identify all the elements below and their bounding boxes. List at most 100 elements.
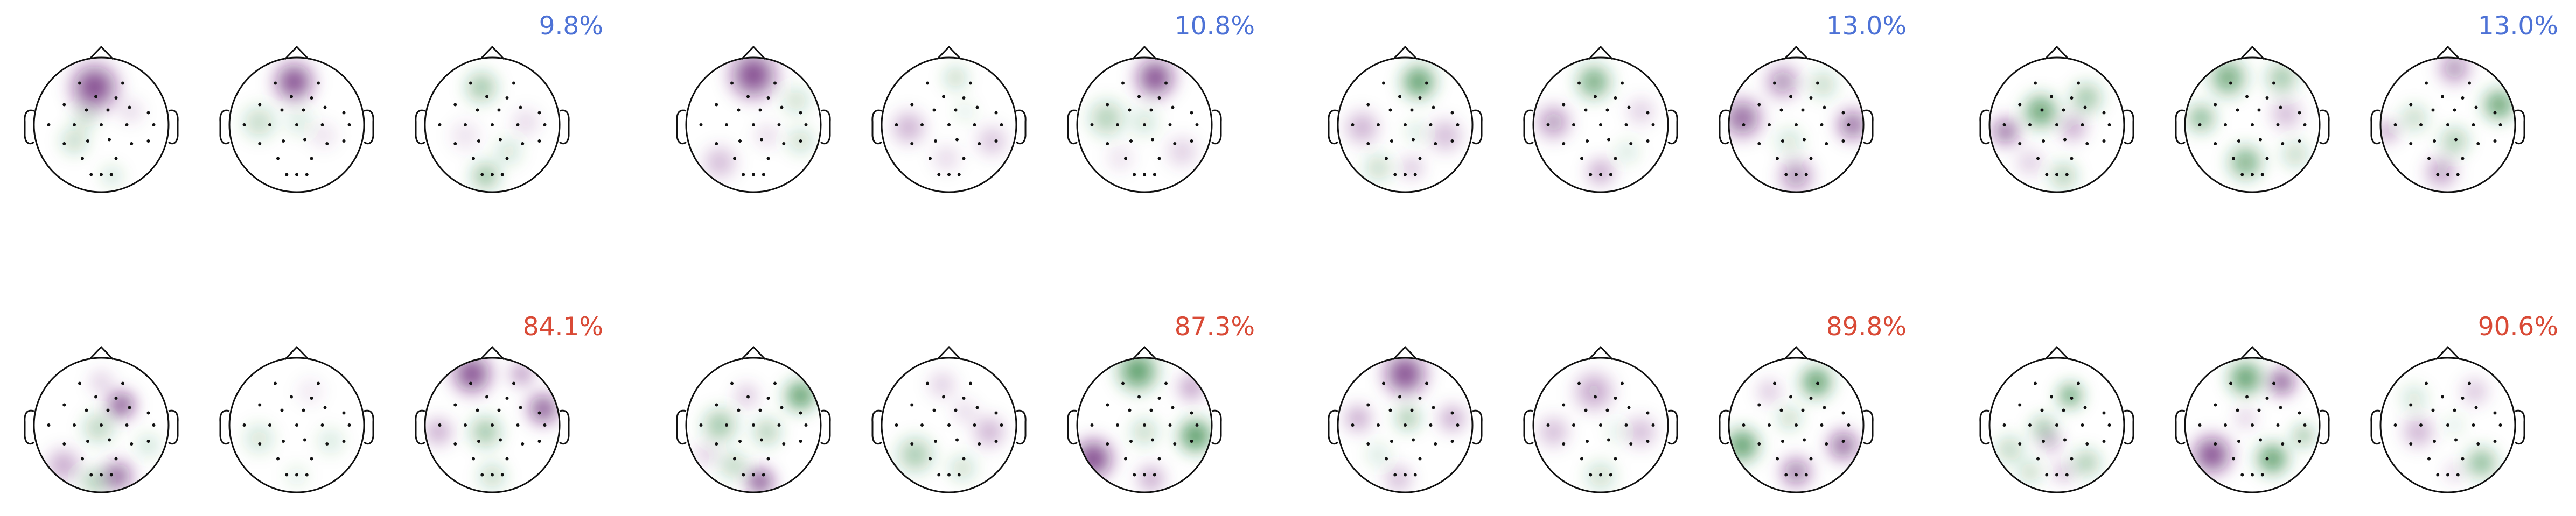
- sensor-dots: [895, 381, 1003, 477]
- topomap-field: [2186, 358, 2319, 481]
- purple-blob: [1133, 460, 1170, 492]
- green-blob: [1126, 103, 1163, 141]
- head-outline: [881, 357, 1017, 493]
- nose: [1588, 345, 1614, 361]
- green-blob: [1796, 361, 1837, 403]
- green-blob: [465, 411, 506, 453]
- topomap: [1328, 45, 1483, 193]
- topomap-field: [444, 66, 544, 192]
- nose: [88, 45, 114, 60]
- nose: [2239, 345, 2265, 361]
- purple-blob: [1533, 411, 1574, 453]
- nose: [2044, 345, 2070, 361]
- nose: [1588, 45, 1614, 60]
- nose: [1132, 345, 1157, 361]
- green-blob: [2065, 77, 2107, 119]
- left-ear: [2370, 409, 2381, 445]
- green-blob: [2018, 89, 2063, 134]
- purple-blob: [968, 411, 1010, 453]
- purple-blob: [1760, 59, 1805, 104]
- topomap-field: [1991, 379, 2105, 489]
- left-ear: [24, 109, 34, 145]
- right-ear: [820, 409, 831, 445]
- purple-blob: [927, 140, 965, 177]
- purple-blob: [1729, 92, 1769, 144]
- head-outline: [1337, 357, 1474, 493]
- topomap: [2175, 345, 2330, 493]
- left-ear: [2175, 409, 2186, 445]
- sensor-dots: [1742, 81, 1851, 176]
- left-ear: [676, 109, 687, 145]
- right-ear: [168, 409, 179, 445]
- purple-blob: [1620, 411, 1662, 453]
- purple-blob: [2420, 151, 2462, 192]
- right-ear: [2319, 109, 2330, 145]
- nose: [2435, 45, 2461, 60]
- sensor-dots: [438, 81, 547, 176]
- right-ear: [1016, 109, 1027, 145]
- green-blob: [1396, 59, 1441, 104]
- purple-blob: [948, 395, 982, 428]
- right-ear: [2124, 109, 2134, 145]
- topomap: [24, 45, 179, 193]
- purple-blob: [2049, 457, 2078, 487]
- nose: [2435, 345, 2461, 361]
- topomap: [871, 45, 1027, 193]
- right-ear: [364, 409, 374, 445]
- topomap: [2175, 45, 2330, 193]
- head-outline: [33, 56, 170, 193]
- purple-blob: [1129, 58, 1182, 104]
- sensor-dots: [1546, 81, 1655, 176]
- purple-blob: [886, 105, 931, 150]
- sensor-dots: [1351, 81, 1460, 176]
- left-ear: [871, 409, 882, 445]
- topomap: [219, 45, 374, 193]
- head-outline: [1532, 56, 1669, 193]
- topomap-field: [55, 58, 148, 191]
- purple-blob: [425, 413, 457, 450]
- purple-blob: [2440, 457, 2469, 487]
- nose: [936, 45, 962, 60]
- purple-blob: [2265, 93, 2307, 135]
- green-blob: [467, 157, 504, 192]
- purple-blob: [1434, 400, 1471, 437]
- right-ear: [2515, 109, 2525, 145]
- green-blob: [2261, 58, 2303, 98]
- topomap: [1719, 45, 1874, 193]
- topomap-field: [238, 373, 349, 492]
- head-outline: [685, 357, 822, 493]
- sensor-dots: [438, 381, 547, 477]
- left-ear: [1979, 409, 1990, 445]
- sensor-dots: [2393, 381, 2502, 477]
- green-blob: [1401, 117, 1431, 146]
- topomap-grid: [24, 45, 2525, 493]
- right-ear: [1211, 409, 1222, 445]
- sensor-dots: [1742, 381, 1851, 477]
- nose: [2044, 45, 2070, 60]
- right-ear: [2515, 409, 2525, 445]
- head-outline: [2184, 357, 2321, 493]
- purple-blob: [268, 58, 320, 108]
- green-blob: [2440, 410, 2469, 440]
- topomap: [2370, 45, 2525, 193]
- purple-blob: [1582, 153, 1619, 190]
- green-blob: [1359, 149, 1397, 187]
- sensor-dots: [1351, 381, 1460, 477]
- sensor-dots: [242, 81, 351, 176]
- right-ear: [1472, 109, 1483, 145]
- green-blob: [1804, 66, 1842, 103]
- purple-blob: [1775, 451, 1817, 492]
- green-blob: [1126, 413, 1163, 450]
- head-outline: [1532, 357, 1669, 493]
- topomap-field: [1729, 59, 1863, 192]
- left-ear: [1067, 409, 1078, 445]
- green-blob: [2054, 379, 2087, 412]
- green-blob: [238, 418, 280, 460]
- topomap: [1067, 45, 1222, 193]
- purple-blob: [446, 358, 498, 400]
- purple-blob: [2456, 373, 2494, 410]
- green-blob: [778, 82, 815, 119]
- percent-label: 87.3%: [1175, 312, 1255, 342]
- nose: [88, 345, 114, 361]
- head-outline: [1988, 357, 2125, 493]
